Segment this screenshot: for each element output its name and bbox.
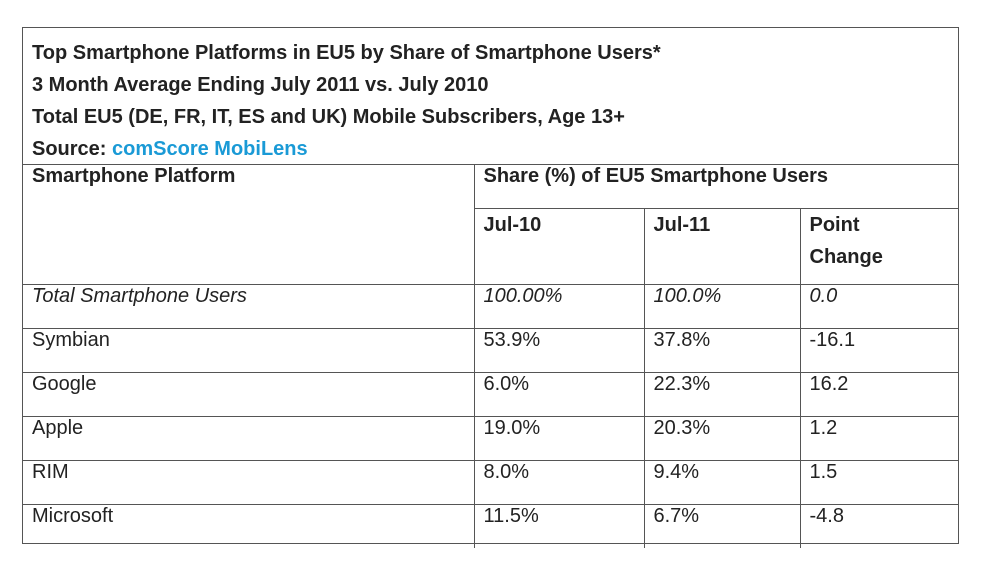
table-row: Apple 19.0% 20.3% 1.2	[23, 415, 959, 461]
col-header-platform: Smartphone Platform	[23, 165, 475, 285]
cell-platform: Total Smartphone Users	[23, 283, 475, 329]
table-row: Symbian 53.9% 37.8% -16.1	[23, 327, 959, 373]
table-row: Microsoft 11.5% 6.7% -4.8	[23, 503, 959, 548]
table-title: Top Smartphone Platforms in EU5 by Share…	[32, 42, 661, 64]
cell-jul10: 19.0%	[473, 415, 645, 461]
cell-platform: RIM	[23, 459, 475, 505]
table-frame: Top Smartphone Platforms in EU5 by Share…	[22, 27, 959, 548]
table-row: RIM 8.0% 9.4% 1.5	[23, 459, 959, 505]
cell-jul10: 11.5%	[473, 503, 645, 548]
cell-jul10: 6.0%	[473, 371, 645, 417]
cell-change: 1.2	[799, 415, 959, 461]
table-row: Google 6.0% 22.3% 16.2	[23, 371, 959, 417]
header-row-columns: Jul-10 Jul-11 Point Change	[23, 207, 959, 285]
table-subtitle-population: Total EU5 (DE, FR, IT, ES and UK) Mobile…	[32, 106, 625, 128]
cell-jul10: 8.0%	[473, 459, 645, 505]
table-row-total: Total Smartphone Users 100.00% 100.0% 0.…	[23, 283, 959, 329]
col-header-jul10: Jul-10	[474, 207, 645, 285]
source-label: Source:	[32, 138, 107, 160]
cell-platform: Microsoft	[23, 503, 475, 548]
cell-jul11: 9.4%	[643, 459, 801, 505]
cell-platform: Apple	[23, 415, 475, 461]
cell-change: 0.0	[799, 283, 959, 329]
cell-change: -16.1	[799, 327, 959, 373]
cell-platform: Symbian	[23, 327, 475, 373]
col-header-point-change-line2: Change	[809, 245, 883, 268]
table-subtitle-period: 3 Month Average Ending July 2011 vs. Jul…	[32, 74, 489, 96]
table-caption: Top Smartphone Platforms in EU5 by Share…	[23, 28, 958, 165]
cell-jul11: 100.0%	[643, 283, 801, 329]
cell-platform: Google	[23, 371, 475, 417]
cell-jul11: 22.3%	[643, 371, 801, 417]
cell-jul11: 6.7%	[643, 503, 801, 548]
source-name: comScore MobiLens	[112, 138, 308, 160]
cell-change: 16.2	[799, 371, 959, 417]
table-source: Source: comScore MobiLens	[32, 133, 958, 165]
col-header-point-change-line1: Point	[809, 213, 860, 236]
cell-change: 1.5	[799, 459, 959, 505]
col-header-jul11: Jul-11	[643, 207, 801, 285]
cell-jul10: 100.00%	[473, 283, 645, 329]
cell-change: -4.8	[799, 503, 959, 548]
cell-jul11: 37.8%	[643, 327, 801, 373]
header-row-group: Smartphone Platform Share (%) of EU5 Sma…	[23, 165, 959, 285]
col-header-point-change: Point Change	[799, 207, 959, 285]
data-table: Smartphone Platform Share (%) of EU5 Sma…	[23, 165, 959, 548]
cell-jul11: 20.3%	[643, 415, 801, 461]
col-header-share-group: Share (%) of EU5 Smartphone Users	[473, 165, 959, 209]
cell-jul10: 53.9%	[473, 327, 645, 373]
